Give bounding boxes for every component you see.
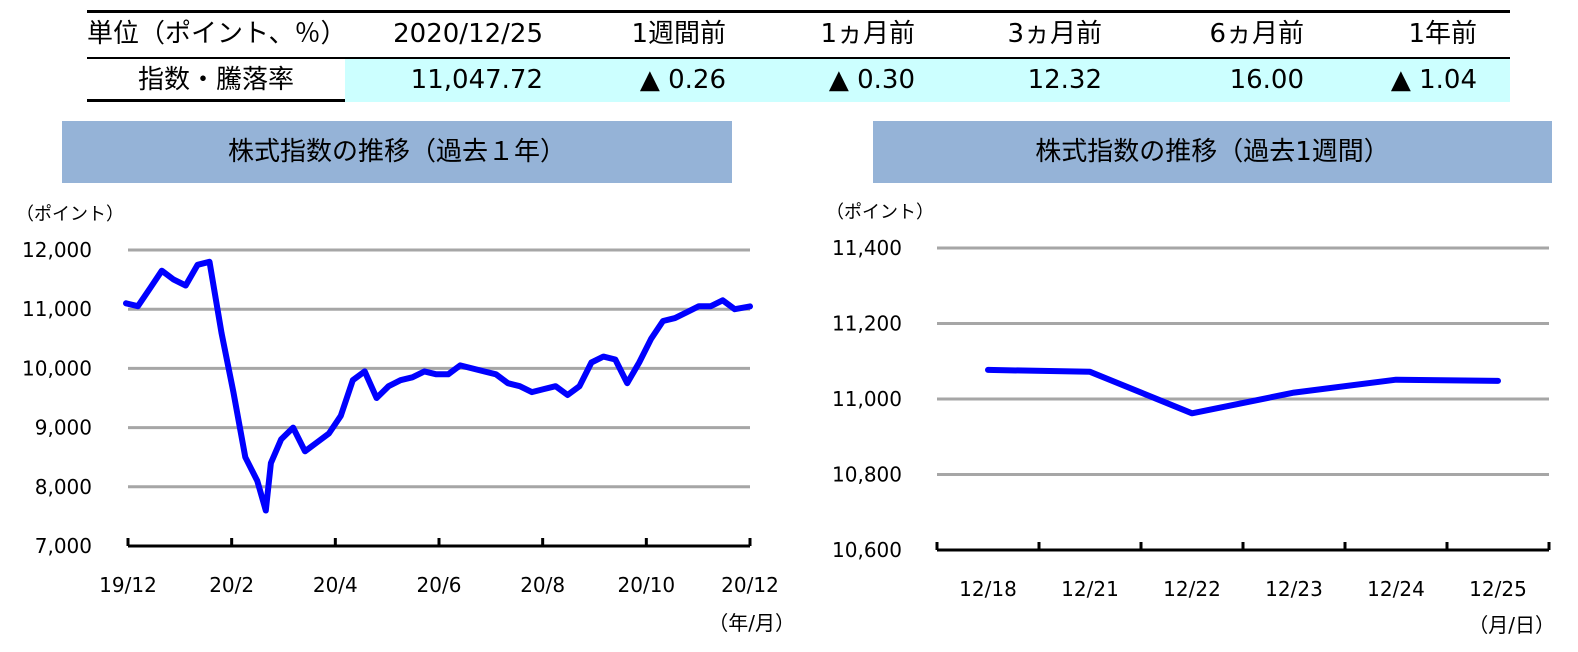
- value-1week: ▲ 0.26: [639, 65, 726, 95]
- unit-label: 単位（ポイント、％）: [87, 19, 347, 49]
- x-tick-label: 12/23: [1265, 577, 1323, 601]
- x-tick-label: 20/2: [209, 573, 254, 597]
- x-tick-label: 12/18: [959, 577, 1017, 601]
- x-tick-label: 12/24: [1367, 577, 1425, 601]
- row-label: 指数・騰落率: [137, 65, 294, 95]
- header-1month: 1ヵ月前: [820, 19, 915, 49]
- y-tick-label: 11,000: [22, 297, 92, 321]
- x-tick-label: 12/21: [1061, 577, 1119, 601]
- x-tick-label: 12/22: [1163, 577, 1221, 601]
- chart-1year: 12,000 11,000 10,000 9,000 8,000 7,000 （ポイント） （…: [16, 204, 795, 635]
- header-1week: 1週間前: [631, 19, 726, 49]
- summary-header-row: 単位（ポイント、％） 2020/12/25 1週間前 1ヵ月前 3ヵ月前 6ヵ月…: [87, 13, 1510, 56]
- series-line: [123, 258, 753, 514]
- chart-1week: 11,400 11,200 11,000 10,800 10,600 （ポイント） （月/日…: [826, 202, 1555, 637]
- header-6month: 6ヵ月前: [1209, 19, 1304, 49]
- x-tick-label: 12/25: [1469, 577, 1527, 601]
- value-6month: 16.00: [1229, 65, 1304, 95]
- x-tick-label: 20/8: [520, 573, 565, 597]
- value-1year: ▲ 1.04: [1390, 65, 1477, 95]
- x-tick-label: 20/4: [313, 573, 358, 597]
- value-3month: 12.32: [1027, 65, 1102, 95]
- header-3month: 3ヵ月前: [1007, 19, 1102, 49]
- value-background: [345, 59, 1510, 102]
- header-date: 2020/12/25: [393, 19, 543, 49]
- x-unit-label: （年/月）: [708, 611, 795, 635]
- y-tick-label: 9,000: [35, 416, 92, 440]
- y-tick-label: 7,000: [35, 534, 92, 558]
- header-1year: 1年前: [1408, 19, 1477, 49]
- x-tick-label: 19/12: [99, 573, 157, 597]
- chart-1week-title: 株式指数の推移（過去1週間）: [873, 121, 1552, 183]
- summary-table: 単位（ポイント、％） 2020/12/25 1週間前 1ヵ月前 3ヵ月前 6ヵ月…: [87, 10, 1510, 102]
- y-tick-label: 11,000: [832, 387, 902, 411]
- y-tick-label: 10,600: [832, 538, 902, 562]
- value-1month: ▲ 0.30: [828, 65, 915, 95]
- chart-1year-title: 株式指数の推移（過去１年）: [62, 121, 732, 183]
- y-unit-label: （ポイント）: [16, 204, 124, 225]
- y-tick-label: 10,800: [832, 463, 902, 487]
- x-tick-label: 20/10: [618, 573, 676, 597]
- y-unit-label: （ポイント）: [826, 202, 934, 223]
- value-index: 11,047.72: [410, 65, 543, 95]
- y-tick-label: 11,200: [832, 312, 902, 336]
- y-tick-label: 8,000: [35, 475, 92, 499]
- x-unit-label: （月/日）: [1468, 613, 1555, 637]
- series-line: [985, 366, 1501, 417]
- y-tick-label: 11,400: [832, 236, 902, 260]
- y-tick-label: 10,000: [22, 356, 92, 380]
- x-tick-label: 20/6: [417, 573, 462, 597]
- x-tick-label: 20/12: [721, 573, 779, 597]
- y-tick-label: 12,000: [22, 238, 92, 262]
- summary-value-row: 指数・騰落率 11,047.72 ▲ 0.26 ▲ 0.30 12.32 16.…: [87, 57, 1510, 102]
